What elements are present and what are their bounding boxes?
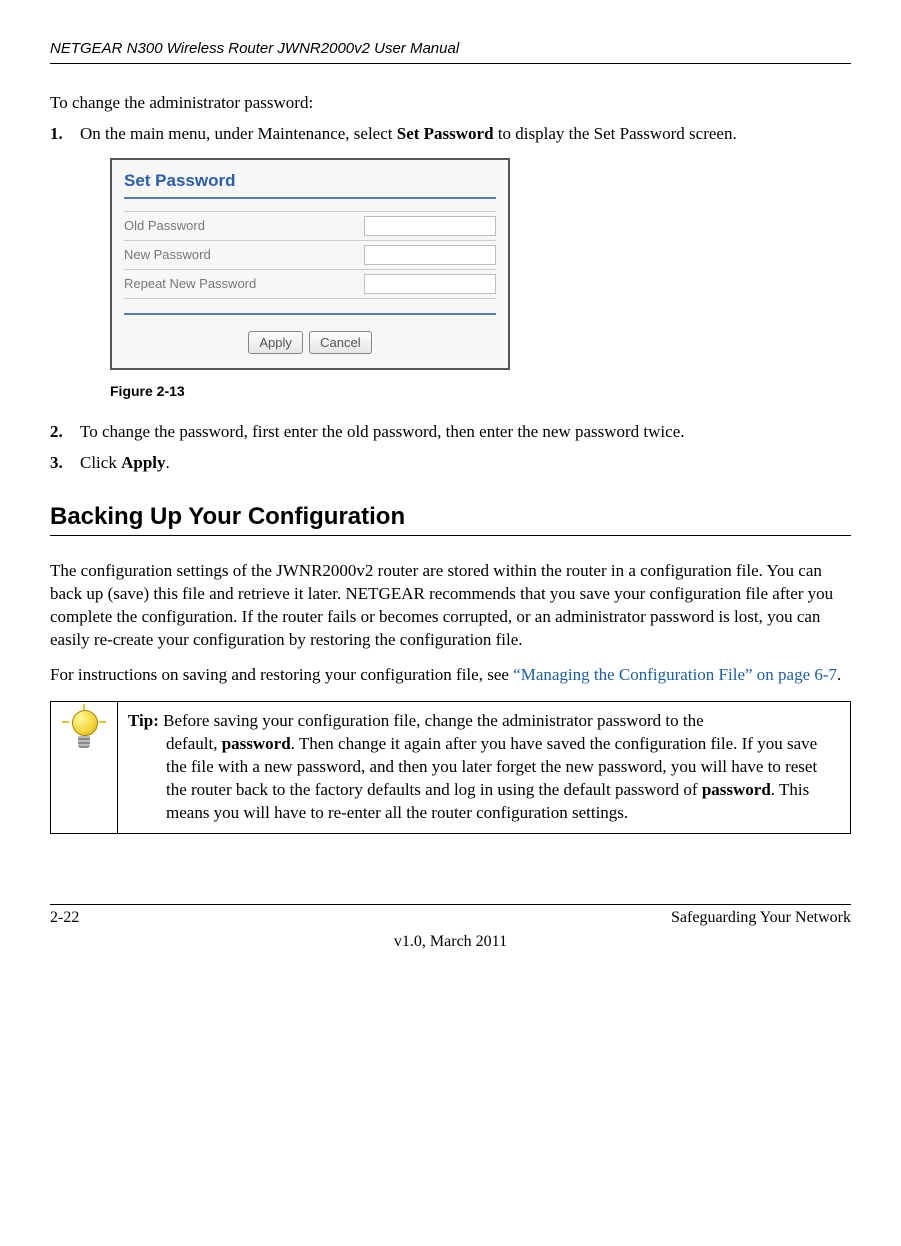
step-1: 1. On the main menu, under Maintenance, … xyxy=(50,123,851,401)
steps-list: 1. On the main menu, under Maintenance, … xyxy=(50,123,851,475)
tip-line1: Before saving your configuration file, c… xyxy=(163,711,704,730)
label-new-password: New Password xyxy=(124,246,364,264)
step-2-number: 2. xyxy=(50,421,63,444)
step-1-number: 1. xyxy=(50,123,63,146)
backup-paragraph-2: For instructions on saving and restoring… xyxy=(50,664,851,687)
xref-managing-config[interactable]: “Managing the Configuration File” on pag… xyxy=(513,665,837,684)
lightbulb-icon xyxy=(69,710,99,748)
step-3-text-pre: Click xyxy=(80,453,121,472)
panel-divider-bottom xyxy=(124,313,496,315)
tip-bold-1: password xyxy=(222,734,291,753)
tip-label: Tip: xyxy=(128,711,163,730)
para2-pre: For instructions on saving and restoring… xyxy=(50,665,513,684)
step-2: 2. To change the password, first enter t… xyxy=(50,421,851,444)
figure-2-13: Set Password Old Password New Password R… xyxy=(110,158,851,401)
intro-text: To change the administrator password: xyxy=(50,92,851,115)
step-1-bold: Set Password xyxy=(397,124,494,143)
manual-header: NETGEAR N300 Wireless Router JWNR2000v2 … xyxy=(50,40,851,64)
panel-title: Set Password xyxy=(124,170,496,193)
step-3-number: 3. xyxy=(50,452,63,475)
step-2-text: To change the password, first enter the … xyxy=(80,422,685,441)
step-3: 3. Click Apply. xyxy=(50,452,851,475)
tip-icon-cell xyxy=(51,701,118,833)
row-repeat-password: Repeat New Password xyxy=(124,270,496,299)
input-old-password[interactable] xyxy=(364,216,496,236)
page-footer: 2-22 Safeguarding Your Network v1.0, Mar… xyxy=(50,904,851,951)
tip-box: Tip: Before saving your configuration fi… xyxy=(50,701,851,834)
footer-section-title: Safeguarding Your Network xyxy=(671,909,851,927)
tip-bold-2: password xyxy=(702,780,771,799)
footer-line: 2-22 Safeguarding Your Network xyxy=(50,904,851,927)
para2-post: . xyxy=(837,665,841,684)
row-new-password: New Password xyxy=(124,241,496,270)
backup-paragraph-1: The configuration settings of the JWNR20… xyxy=(50,560,851,652)
row-old-password: Old Password xyxy=(124,211,496,241)
panel-button-row: Apply Cancel xyxy=(124,331,496,355)
footer-page-number: 2-22 xyxy=(50,909,79,927)
tip-line2-pre: default, xyxy=(166,734,222,753)
tip-body: default, password. Then change it again … xyxy=(166,733,840,825)
apply-button[interactable]: Apply xyxy=(248,331,303,355)
step-1-text-pre: On the main menu, under Maintenance, sel… xyxy=(80,124,397,143)
input-new-password[interactable] xyxy=(364,245,496,265)
section-heading-backing-up: Backing Up Your Configuration xyxy=(50,503,851,536)
panel-divider xyxy=(124,197,496,199)
footer-version: v1.0, March 2011 xyxy=(50,933,851,951)
set-password-panel: Set Password Old Password New Password R… xyxy=(110,158,510,370)
label-repeat-password: Repeat New Password xyxy=(124,275,364,293)
cancel-button[interactable]: Cancel xyxy=(309,331,371,355)
tip-text-cell: Tip: Before saving your configuration fi… xyxy=(118,701,851,833)
step-1-text-post: to display the Set Password screen. xyxy=(494,124,737,143)
input-repeat-password[interactable] xyxy=(364,274,496,294)
label-old-password: Old Password xyxy=(124,217,364,235)
step-3-bold: Apply xyxy=(121,453,165,472)
figure-caption: Figure 2-13 xyxy=(110,382,851,401)
step-3-text-post: . xyxy=(166,453,170,472)
